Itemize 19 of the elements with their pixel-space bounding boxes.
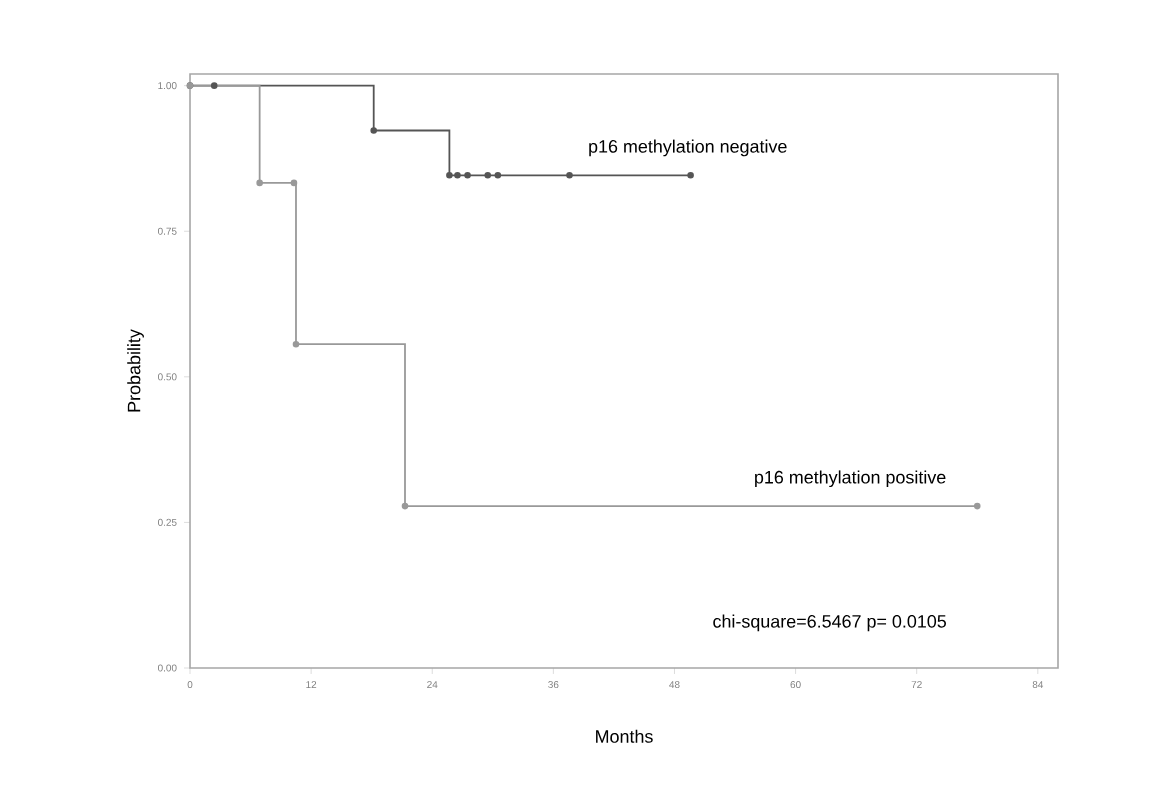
point [566,172,573,179]
point [494,172,502,179]
point [401,502,409,510]
annotation: chi-square=6.5467 p= 0.0105 [713,614,946,632]
series-label: p16 methylation negative [589,139,787,157]
point [370,127,377,134]
point [256,179,263,187]
point [290,179,298,187]
point [454,172,461,179]
point [687,172,694,179]
point [446,172,453,179]
y-axis-title: Probability [127,329,144,412]
series-label: p16 methylation positive [755,470,946,488]
point [292,340,300,348]
x-axis-title: Months [596,729,653,743]
point [210,82,218,89]
point [973,502,981,510]
point [464,172,471,179]
point [484,172,492,179]
